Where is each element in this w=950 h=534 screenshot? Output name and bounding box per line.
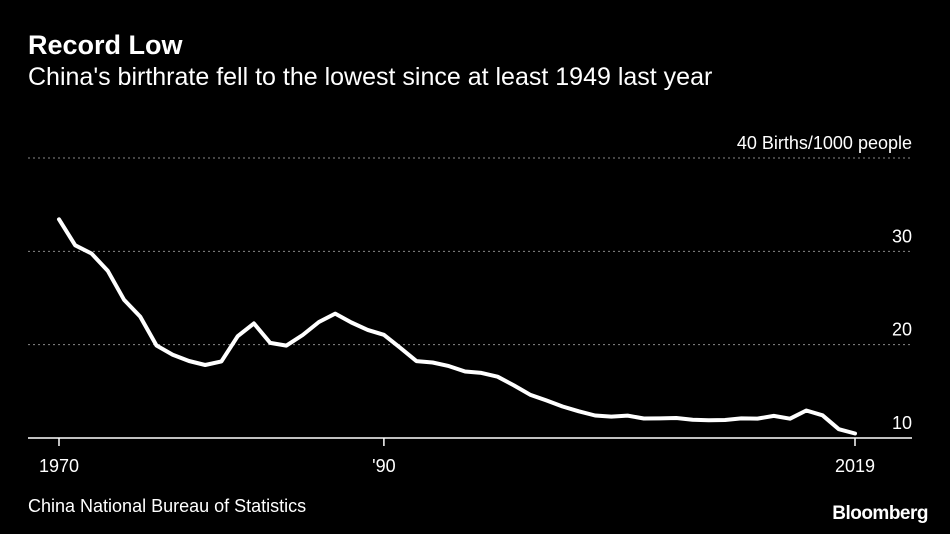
bloomberg-logo: Bloomberg	[832, 503, 928, 524]
y-tick-label: 30	[892, 226, 912, 246]
source-note: China National Bureau of Statistics	[28, 496, 307, 516]
y-tick-label: 20	[892, 320, 912, 340]
x-tick-label: '90	[372, 456, 395, 476]
x-tick-label: 1970	[39, 456, 79, 476]
y-tick-label: 40 Births/1000 people	[737, 133, 912, 153]
y-tick-label: 10	[892, 413, 912, 433]
series-line-birthrate	[57, 217, 857, 436]
x-tick-label: 2019	[835, 456, 875, 476]
chart-title: Record Low	[28, 30, 183, 60]
chart-subtitle: China's birthrate fell to the lowest sin…	[28, 63, 713, 91]
